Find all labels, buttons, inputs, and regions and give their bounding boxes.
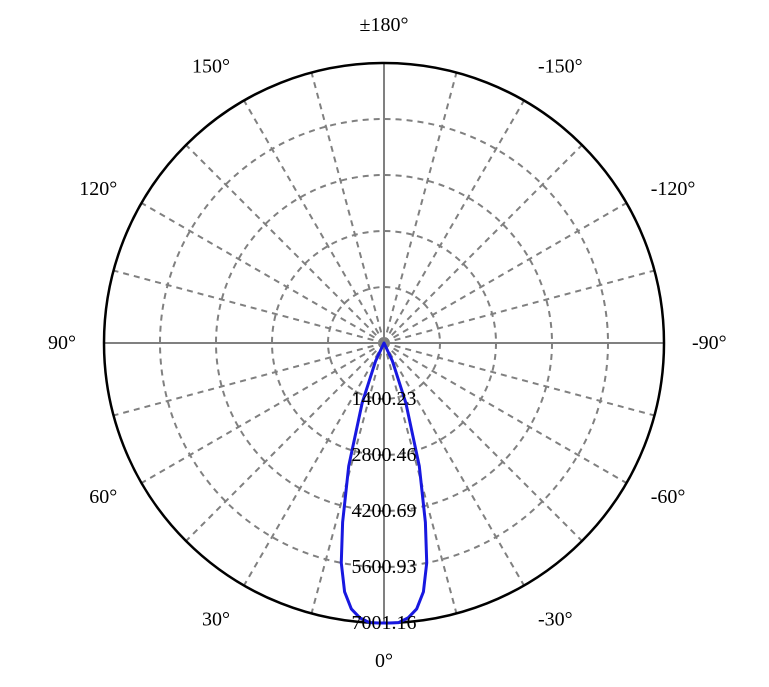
angle-tick-label: 150° [192,55,230,77]
radial-tick-label: 5600.93 [352,556,417,578]
polar-chart: 1400.23 2800.46 4200.69 5600.93 7001.16 0° 30°… [0,0,769,687]
angle-tick-label: 120° [79,178,117,200]
angle-tick-label: 90° [48,332,76,354]
radial-tick-label: 7001.16 [352,612,417,634]
angle-tick-label: -150° [538,55,583,77]
radial-tick-label: 4200.69 [352,500,417,522]
polar-svg: 1400.23 2800.46 4200.69 5600.93 7001.16 0° 30°… [0,0,769,687]
radial-tick-label: 2800.46 [352,444,417,466]
angle-tick-label: ±180° [360,14,409,36]
angle-tick-label: 30° [202,609,230,631]
angle-tick-label: -120° [651,178,696,200]
angle-tick-label: -60° [651,486,686,508]
angle-tick-label: -90° [692,332,727,354]
radial-tick-label: 1400.23 [352,388,417,410]
angle-tick-label: -30° [538,609,573,631]
angle-tick-label: 0° [375,650,393,672]
angle-tick-label: 60° [89,486,117,508]
